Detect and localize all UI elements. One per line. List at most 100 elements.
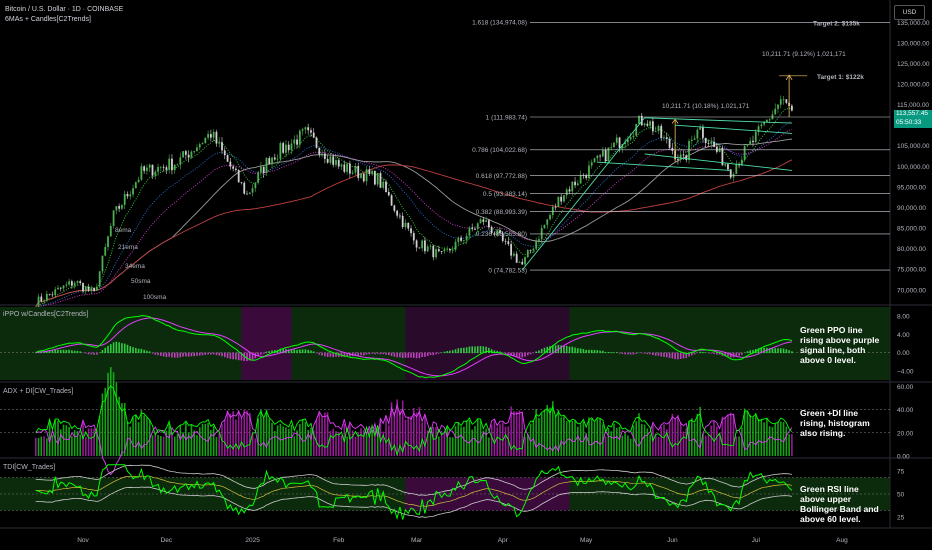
candle-body <box>660 125 663 139</box>
candle-body <box>526 250 529 258</box>
ppo-hist-bar <box>396 352 398 358</box>
ppo-hist-bar <box>426 352 429 356</box>
ppo-hist-bar <box>240 352 243 361</box>
candle-body <box>515 253 518 263</box>
candle-body <box>593 158 596 163</box>
ppo-hist-bar <box>693 352 696 355</box>
ppo-hist-bar <box>465 347 468 354</box>
adx-hist-bar <box>710 425 713 456</box>
candle-body <box>415 240 418 248</box>
candle-body <box>707 142 710 144</box>
candle-body <box>154 171 157 176</box>
adx-hist-bar <box>212 426 215 456</box>
adx-hist-bar <box>743 408 746 456</box>
adx-hist-bar <box>629 438 632 456</box>
candle-body <box>248 192 251 194</box>
candle-body <box>652 121 654 132</box>
candle-body <box>301 129 304 131</box>
fib-level-label: 0.382 (88,993.39) <box>476 209 527 216</box>
candle-body <box>443 249 446 252</box>
ppo-hist-bar <box>93 352 95 355</box>
candle-body <box>791 105 793 111</box>
ppo-hist-bar <box>738 352 740 356</box>
candle-body <box>638 115 640 124</box>
currency-button[interactable]: USD <box>894 5 925 20</box>
candle-body <box>710 141 713 144</box>
candle-body <box>743 145 746 160</box>
osc-tick-label: 0.00 <box>897 350 910 357</box>
adx-hist-bar <box>654 433 657 456</box>
ppo-hist-bar <box>237 352 240 361</box>
candle-body <box>129 194 132 197</box>
candle-body <box>276 158 279 160</box>
candle-body <box>126 193 129 197</box>
adx-hist-bar <box>260 410 262 456</box>
ppo-hist-bar <box>543 347 546 354</box>
price-tick-label: 115,000.00 <box>897 102 929 109</box>
candle-body <box>482 219 485 222</box>
adx-hist-bar <box>304 422 307 456</box>
ppo-hist-bar <box>535 351 537 354</box>
ppo-hist-bar <box>79 351 82 354</box>
candle-body <box>376 173 379 185</box>
candle-body <box>410 228 412 234</box>
adx-hist-bar <box>668 422 671 456</box>
ppo-hist-bar <box>507 352 510 355</box>
candle-body <box>546 219 549 225</box>
candle-body <box>557 196 560 207</box>
candle-body <box>212 131 215 138</box>
candle-body <box>118 206 121 209</box>
ppo-hist-bar <box>390 352 393 356</box>
candle-body <box>437 249 440 252</box>
adx-hist-bar <box>312 430 315 456</box>
adx-hist-bar <box>215 437 218 456</box>
ppo-hist-bar <box>435 352 437 355</box>
ppo-hist-bar <box>585 349 587 354</box>
adx-hist-bar <box>465 420 468 456</box>
ppo-hist-bar <box>515 352 518 358</box>
adx-pane[interactable] <box>0 367 890 476</box>
candle-body <box>518 261 521 263</box>
adx-hist-bar <box>741 427 743 456</box>
adx-hist-bar <box>763 422 765 456</box>
ppo-hist-bar <box>110 344 112 354</box>
ppo-hist-bar <box>176 352 179 358</box>
osc-tick-label: 0.00 <box>897 454 910 461</box>
ppo-pane-title: iPPO w/Candles[C2Trends] <box>3 311 89 318</box>
trendline <box>521 117 645 271</box>
candle-body <box>474 228 476 230</box>
adx-hist-bar <box>143 415 145 456</box>
candle-body <box>165 167 168 170</box>
ppo-hist-bar <box>229 352 232 359</box>
ppo-hist-bar <box>362 352 365 356</box>
candle-body <box>65 284 68 286</box>
adx-hist-bar <box>340 435 343 456</box>
ppo-hist-bar <box>215 352 218 356</box>
candle-body <box>115 206 118 211</box>
adx-hist-bar <box>112 372 115 456</box>
adx-hist-bar <box>788 434 790 456</box>
candle-body <box>70 281 73 286</box>
ppo-pane[interactable] <box>0 307 890 380</box>
ppo-hist-bar <box>148 351 151 354</box>
bar-countdown: 05:50:33 <box>896 118 922 126</box>
adx-hist-bar <box>287 428 290 456</box>
candle-body <box>304 127 307 130</box>
price-tick-label: 120,000.00 <box>897 82 930 89</box>
adx-hist-bar <box>590 418 593 456</box>
ppo-hist-bar <box>160 352 162 356</box>
candle-body <box>513 253 515 256</box>
fib-level-label: 0.5 (93,383.14) <box>483 191 527 198</box>
ppo-hist-bar <box>382 352 385 355</box>
ma-label: 8ema <box>115 227 132 234</box>
adx-hist-bar <box>357 432 360 456</box>
adx-hist-bar <box>674 418 676 456</box>
adx-hist-bar <box>768 426 771 456</box>
tdi-pane[interactable] <box>0 464 890 521</box>
adx-hist-bar <box>529 423 532 456</box>
ppo-hist-bar <box>540 348 543 354</box>
ppo-hist-bar <box>287 349 290 354</box>
